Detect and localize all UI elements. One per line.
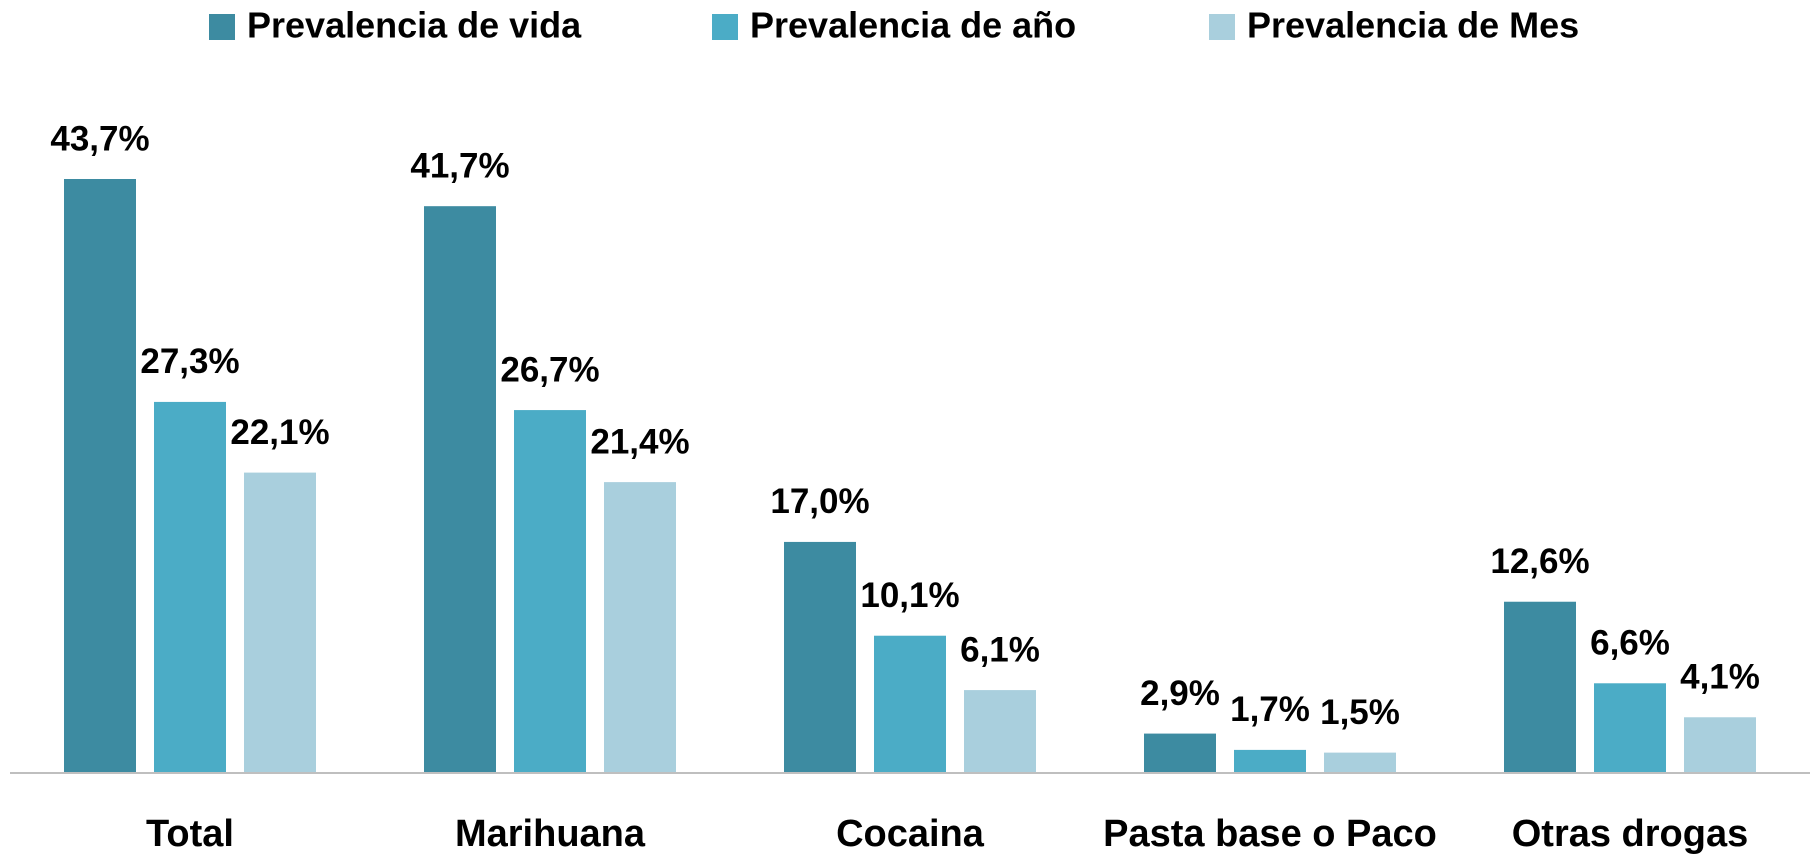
bar xyxy=(244,472,316,773)
bar xyxy=(1594,683,1666,773)
legend-label: Prevalencia de vida xyxy=(247,5,582,46)
bar xyxy=(1324,752,1396,773)
bar xyxy=(154,401,226,773)
bar xyxy=(424,206,496,773)
data-label: 6,1% xyxy=(960,630,1040,669)
bar xyxy=(1684,717,1756,773)
data-label: 1,7% xyxy=(1230,690,1310,729)
legend-swatch xyxy=(1209,14,1235,40)
data-label: 22,1% xyxy=(230,413,329,452)
x-tick-label: Marihuana xyxy=(455,813,646,855)
bar xyxy=(784,541,856,773)
bar xyxy=(1144,733,1216,773)
x-tick-label: Otras drogas xyxy=(1512,813,1749,855)
bar xyxy=(964,690,1036,773)
data-label: 12,6% xyxy=(1490,542,1589,581)
legend-swatch xyxy=(209,14,235,40)
legend-label: Prevalencia de año xyxy=(750,5,1076,46)
data-label: 41,7% xyxy=(410,146,509,185)
x-tick-label: Total xyxy=(146,813,234,855)
x-tick-label: Pasta base o Paco xyxy=(1103,813,1437,855)
bar xyxy=(1504,601,1576,773)
bar xyxy=(604,482,676,773)
data-label: 17,0% xyxy=(770,482,869,521)
x-tick-label: Cocaina xyxy=(836,813,985,855)
data-label: 1,5% xyxy=(1320,693,1400,732)
bar xyxy=(1234,749,1306,773)
data-label: 6,6% xyxy=(1590,624,1670,663)
bar xyxy=(514,410,586,773)
data-label: 10,1% xyxy=(860,576,959,615)
data-label: 4,1% xyxy=(1680,658,1760,697)
data-label: 26,7% xyxy=(500,350,599,389)
data-label: 43,7% xyxy=(50,119,149,158)
bar xyxy=(874,635,946,773)
data-label: 21,4% xyxy=(590,422,689,461)
data-label: 2,9% xyxy=(1140,674,1220,713)
data-label: 27,3% xyxy=(140,342,239,381)
legend-swatch xyxy=(712,14,738,40)
legend-label: Prevalencia de Mes xyxy=(1247,5,1579,46)
bar xyxy=(64,179,136,773)
